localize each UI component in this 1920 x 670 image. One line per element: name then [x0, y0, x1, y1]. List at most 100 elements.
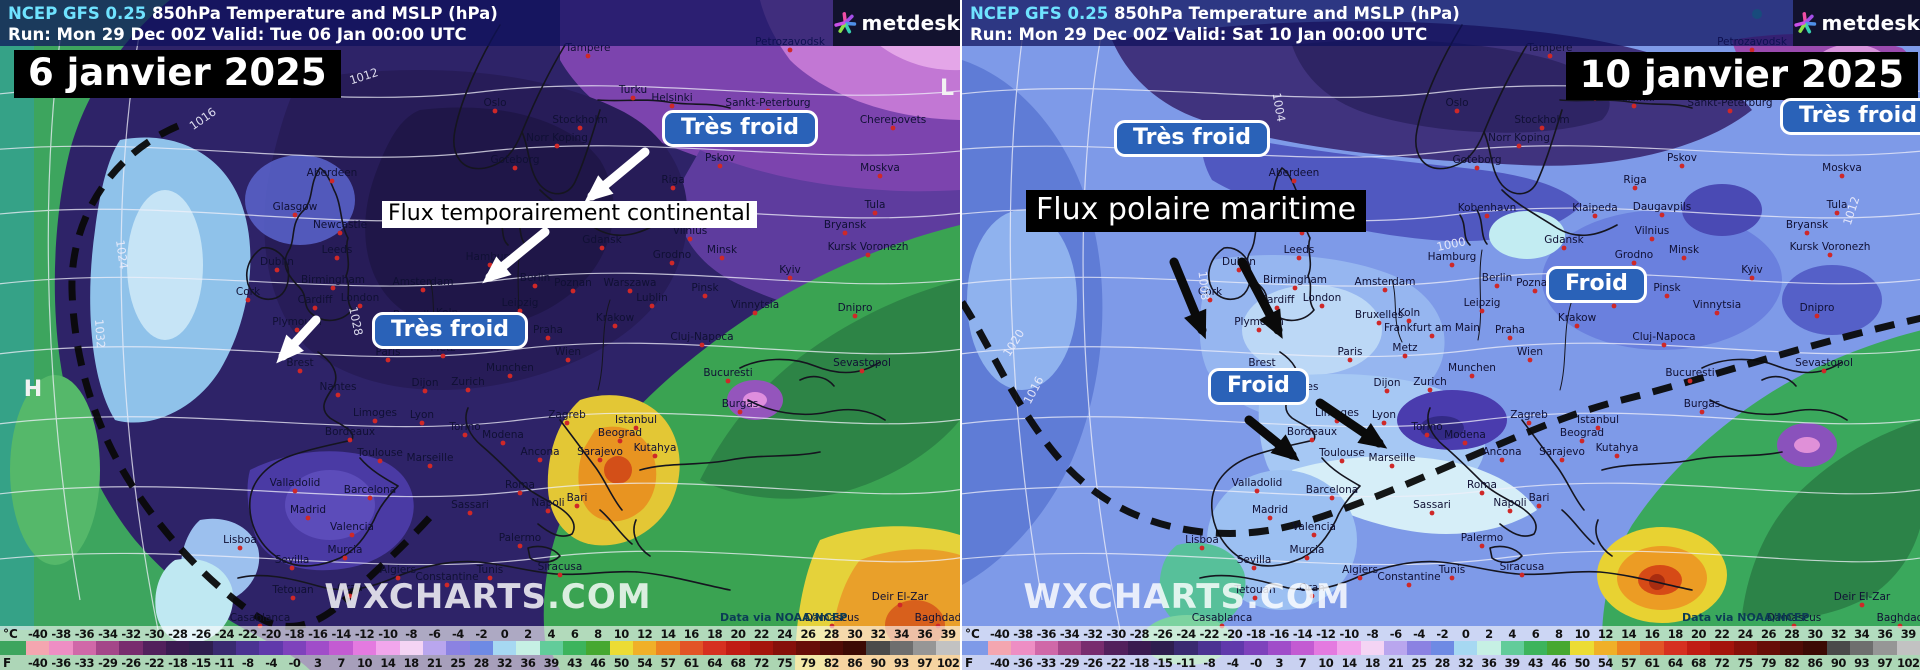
- city-dot: [342, 555, 348, 561]
- city-label: Algiers: [380, 564, 416, 576]
- colorbar-cell: [1803, 641, 1827, 655]
- fahrenheit-tick: -40: [28, 655, 48, 670]
- city-dot: [337, 230, 343, 236]
- city-label: Beograd: [598, 427, 642, 439]
- city-dot: [1664, 293, 1670, 299]
- fahrenheit-tick: -18: [168, 655, 188, 670]
- fahrenheit-tick: -29: [1059, 655, 1080, 670]
- city-label: Sevastopol: [833, 357, 891, 369]
- fahrenheit-tick: 10: [356, 655, 373, 670]
- city-label: Moskva: [1822, 162, 1862, 174]
- city-dot: [670, 185, 676, 191]
- fahrenheit-tick: -18: [1129, 655, 1150, 670]
- city-dot: [1376, 320, 1382, 326]
- city-label: Daugavpils: [1633, 201, 1691, 213]
- colorbar-cell: [1220, 641, 1245, 655]
- city-dot: [1631, 260, 1637, 266]
- celsius-tick: -34: [98, 626, 118, 641]
- city-dot: [1561, 245, 1567, 251]
- city-dot: [669, 103, 675, 109]
- fahrenheit-tick: 79: [800, 655, 817, 670]
- city-dot: [1632, 185, 1638, 191]
- city-dot: [1429, 333, 1435, 339]
- city-label: Turku: [618, 84, 647, 96]
- fahrenheit-tick: 82: [1784, 655, 1800, 670]
- colorbar-cell: [1174, 641, 1198, 655]
- city-label: Ancona: [520, 446, 559, 458]
- city-label: Murcia: [1290, 544, 1325, 556]
- celsius-tick: -24: [1176, 626, 1196, 641]
- city-dot: [859, 368, 865, 374]
- colorbar-cell: [1314, 641, 1338, 655]
- annotation-tr-s-froid: Très froid: [662, 110, 818, 147]
- city-label: Limoges: [353, 407, 397, 419]
- celsius-tick: -18: [284, 626, 305, 641]
- city-label: Torino: [448, 421, 480, 433]
- city-label: Glasgow: [273, 201, 318, 213]
- city-dot: [1479, 308, 1485, 314]
- city-dot: [1424, 432, 1430, 438]
- fahrenheit-tick: 86: [847, 655, 863, 670]
- fahrenheit-tick: -36: [1013, 655, 1033, 670]
- city-dot: [1449, 262, 1455, 268]
- fahrenheit-tick: 86: [1807, 655, 1824, 670]
- colorbar-cell: [1756, 641, 1781, 655]
- city-labels: TamperePetrozavodskTurkuHelsinkiSankt-Pe…: [1185, 36, 1920, 629]
- celsius-tick: -32: [1083, 626, 1103, 641]
- city-dot: [294, 327, 300, 333]
- celsius-tick: -22: [238, 626, 258, 641]
- city-dot: [385, 357, 391, 363]
- city-dot: [1309, 437, 1315, 443]
- fahrenheit-tick: 28: [1434, 655, 1451, 670]
- flow-arrow: [1237, 257, 1283, 339]
- colorbar-cell: [1081, 641, 1105, 655]
- city-dot: [1859, 602, 1865, 608]
- city-label: Frankfurt am Main: [1384, 322, 1480, 334]
- city-label: Helsinki: [651, 92, 692, 104]
- celsius-tick: -8: [405, 626, 418, 641]
- city-label: Munchen: [486, 362, 534, 374]
- fahrenheit-tick: 32: [1458, 655, 1474, 670]
- city-dot: [1389, 463, 1395, 469]
- data-credit: Data via NOAA/NCEP: [1682, 611, 1810, 624]
- celsius-tick: -30: [144, 626, 165, 641]
- city-label: Sevastopol: [1795, 357, 1853, 369]
- colorbar-cell: [1337, 641, 1361, 655]
- city-dot: [1631, 103, 1637, 109]
- city-dot: [1274, 305, 1280, 311]
- run-valid-line: Run: Mon 29 Dec 00Z Valid: Sat 10 Jan 00…: [970, 25, 1428, 44]
- flow-arrow: [482, 227, 550, 284]
- city-dot: [1384, 388, 1390, 394]
- fahrenheit-tick: 64: [1667, 655, 1684, 670]
- city-label: Metz: [1392, 342, 1418, 354]
- fahrenheit-tick: 43: [567, 655, 583, 670]
- city-dot: [1429, 510, 1435, 516]
- colorbar-cell: [1034, 641, 1058, 655]
- colorbar-cell: [1477, 641, 1501, 655]
- city-dot: [1661, 342, 1667, 348]
- city-dot: [1474, 165, 1480, 171]
- fahrenheit-tick: 21: [1388, 655, 1404, 670]
- city-dot: [1499, 457, 1505, 463]
- city-label: Moskva: [860, 162, 900, 174]
- city-label: Pskov: [705, 152, 735, 164]
- temperature-scale: °C -40 -38 -36 -34 -32 -30 -28 -26 -24 -22 -20 -18 -1…: [962, 626, 1920, 670]
- city-dot: [1827, 252, 1833, 258]
- city-label: Kutahya: [1596, 442, 1639, 454]
- city-dot: [347, 437, 353, 443]
- celsius-tick: -10: [378, 626, 398, 641]
- weather-map-10-january: TamperePetrozavodskTurkuHelsinkiSankt-Pe…: [962, 0, 1920, 670]
- colorbar-cell: [516, 641, 540, 655]
- colorbar-cell: [913, 641, 937, 655]
- city-dot: [1595, 425, 1601, 431]
- city-dot: [565, 357, 571, 363]
- city-dot: [577, 125, 583, 131]
- celsius-tick: -36: [1036, 626, 1057, 641]
- city-dot: [897, 602, 903, 608]
- city-dot: [574, 503, 580, 509]
- city-label: Birmingham: [1263, 274, 1327, 286]
- fahrenheit-tick: 39: [1504, 655, 1521, 670]
- celsius-tick: 4: [1508, 626, 1516, 641]
- celsius-tick: 16: [683, 626, 700, 641]
- city-dot: [1547, 53, 1553, 59]
